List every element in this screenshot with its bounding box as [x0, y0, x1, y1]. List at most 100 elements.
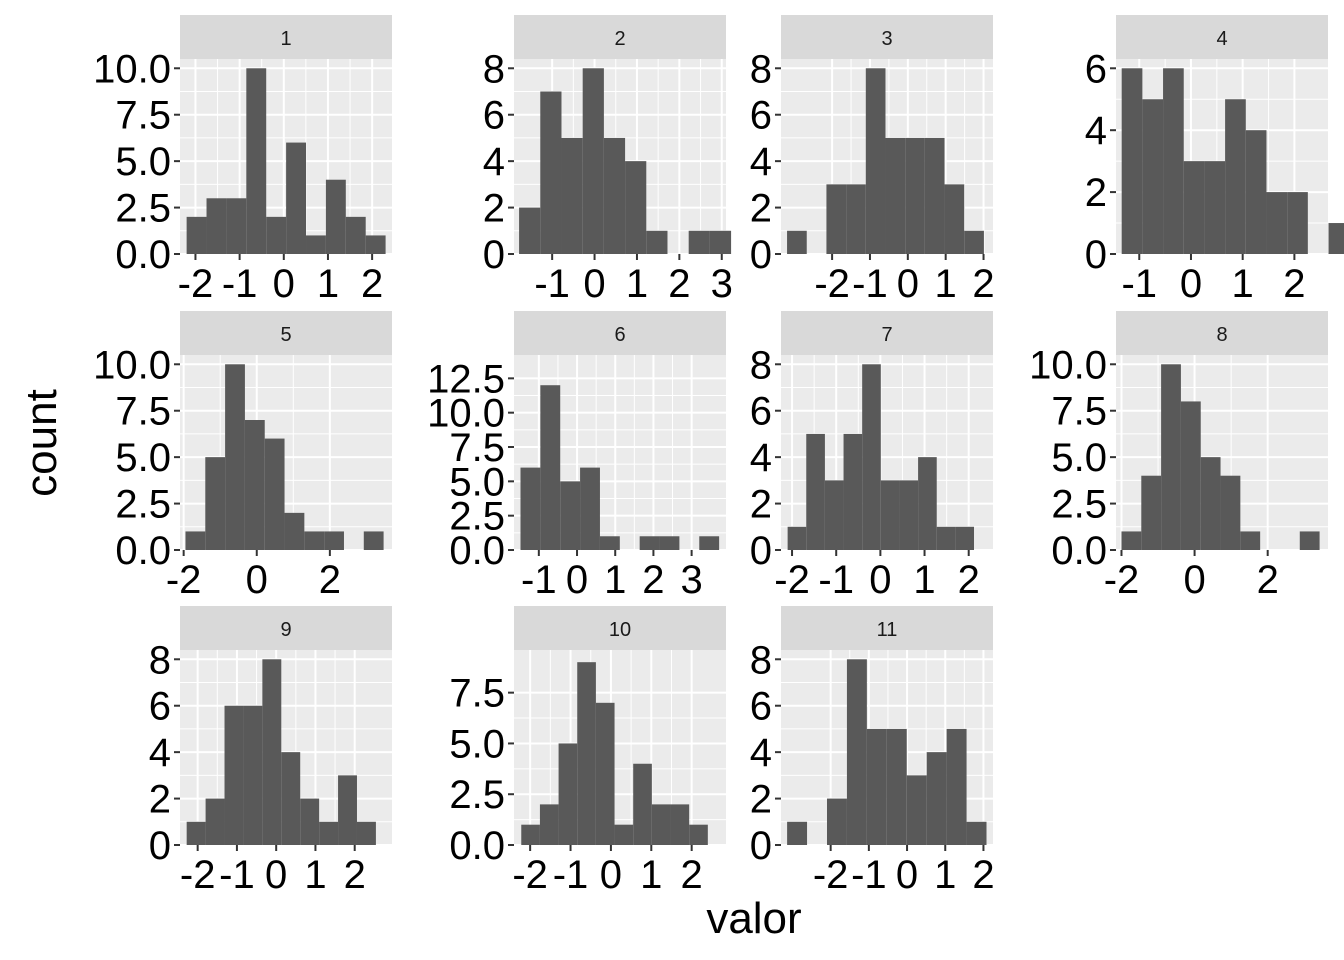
y-tick-label: 2 [750, 483, 772, 527]
histogram-bar [1180, 401, 1201, 550]
histogram-bar [185, 531, 206, 550]
histogram-bar [886, 728, 907, 845]
histogram-bar [670, 804, 690, 845]
histogram-bar [558, 743, 578, 845]
y-tick-label: 7.5 [115, 390, 171, 434]
x-tick-label: 2 [668, 262, 690, 306]
facet-strip-label: 4 [1216, 28, 1227, 50]
y-tick-label: 2 [483, 187, 505, 231]
facet-strip-label: 8 [1216, 324, 1227, 346]
histogram-bar [826, 184, 847, 254]
y-tick-label: 0 [750, 233, 772, 277]
y-tick-label: 6 [750, 94, 772, 138]
x-tick-label: -2 [774, 558, 810, 602]
facet-panel: 6 0.02.55.07.510.012.5 -1 0 1 2 3 [427, 311, 726, 602]
x-tick-label: -1 [851, 853, 887, 897]
histogram-bar [266, 216, 287, 254]
histogram-bar [625, 161, 647, 254]
facet-strip-label: 6 [614, 324, 625, 346]
y-tick-label: 0 [483, 233, 505, 277]
histogram-bar [539, 804, 559, 845]
facet-strip [180, 15, 392, 59]
x-tick-label: 2 [681, 853, 703, 897]
histogram-bar [866, 728, 887, 845]
y-tick-label: 2.5 [115, 483, 171, 527]
histogram-bar [345, 216, 366, 254]
x-tick-label: 0 [1180, 262, 1202, 306]
y-tick-label: 5.0 [1051, 436, 1107, 480]
x-tick-label: -2 [178, 262, 214, 306]
x-tick-label: 0 [869, 558, 891, 602]
histogram-bar [918, 457, 937, 550]
facet-strip [514, 311, 726, 355]
y-tick-label: 8 [750, 47, 772, 91]
histogram-bar [561, 137, 583, 254]
y-tick-label: 10.0 [427, 392, 505, 436]
histogram-bar [300, 798, 320, 845]
histogram-bar [787, 526, 807, 550]
x-tick-label: -1 [818, 558, 854, 602]
histogram-bar [946, 728, 967, 845]
histogram-bar [365, 235, 386, 254]
x-tick-label: -2 [180, 853, 216, 897]
y-tick-label: 4 [750, 731, 772, 775]
facet-strip [781, 311, 993, 355]
y-tick-label: 7.5 [449, 672, 505, 716]
histogram-bar [1240, 531, 1261, 550]
histogram-bar [906, 775, 927, 845]
x-tick-label: -1 [553, 853, 589, 897]
histogram-bar [689, 824, 708, 845]
histogram-bar [262, 659, 282, 845]
y-tick-label: 8 [149, 638, 171, 682]
histogram-bar [540, 91, 562, 254]
facet-strip-label: 9 [280, 619, 291, 641]
y-tick-label: 2 [750, 778, 772, 822]
histogram-bar [580, 467, 600, 550]
histogram-bar [519, 207, 541, 254]
histogram-bar [926, 752, 947, 845]
histogram-bar [205, 457, 226, 550]
histogram-bar [1161, 364, 1181, 550]
y-tick-label: 0 [149, 824, 171, 868]
histogram-bar [806, 433, 825, 550]
histogram-bar [824, 480, 844, 550]
histogram-bar [865, 68, 886, 255]
histogram-bar [843, 433, 863, 550]
x-tick-label: 0 [896, 853, 918, 897]
histogram-bar [306, 235, 326, 254]
y-tick-label: 0 [1085, 233, 1107, 277]
histogram-bar [905, 137, 925, 254]
y-tick-label: 2.5 [449, 495, 505, 539]
histogram-bar [614, 824, 634, 845]
y-tick-label: 6 [149, 685, 171, 729]
y-tick-label: 10.0 [1029, 343, 1107, 387]
histogram-bar [599, 536, 620, 550]
histogram-bar [595, 702, 615, 845]
histogram-bar [603, 137, 626, 254]
histogram-bar [699, 536, 720, 550]
y-tick-label: 6 [750, 390, 772, 434]
histogram-bar [286, 142, 307, 254]
x-tick-label: 1 [935, 262, 957, 306]
histogram-bar [186, 821, 206, 845]
x-tick-label: 2 [344, 853, 366, 897]
histogram-bar [325, 179, 346, 254]
facet-strip-label: 5 [280, 324, 291, 346]
x-tick-label: 0 [897, 262, 919, 306]
y-tick-label: 8 [750, 638, 772, 682]
x-tick-label: -1 [534, 262, 570, 306]
facet-strip [180, 311, 392, 355]
y-tick-label: 4 [149, 731, 171, 775]
y-tick-label: 10.0 [93, 343, 171, 387]
histogram-bar [1200, 457, 1221, 550]
histogram-bar [1183, 161, 1205, 254]
y-tick-label: 0.0 [115, 529, 171, 573]
y-tick-label: 6 [483, 94, 505, 138]
x-tick-label: -1 [222, 262, 258, 306]
histogram-bar [846, 184, 866, 254]
